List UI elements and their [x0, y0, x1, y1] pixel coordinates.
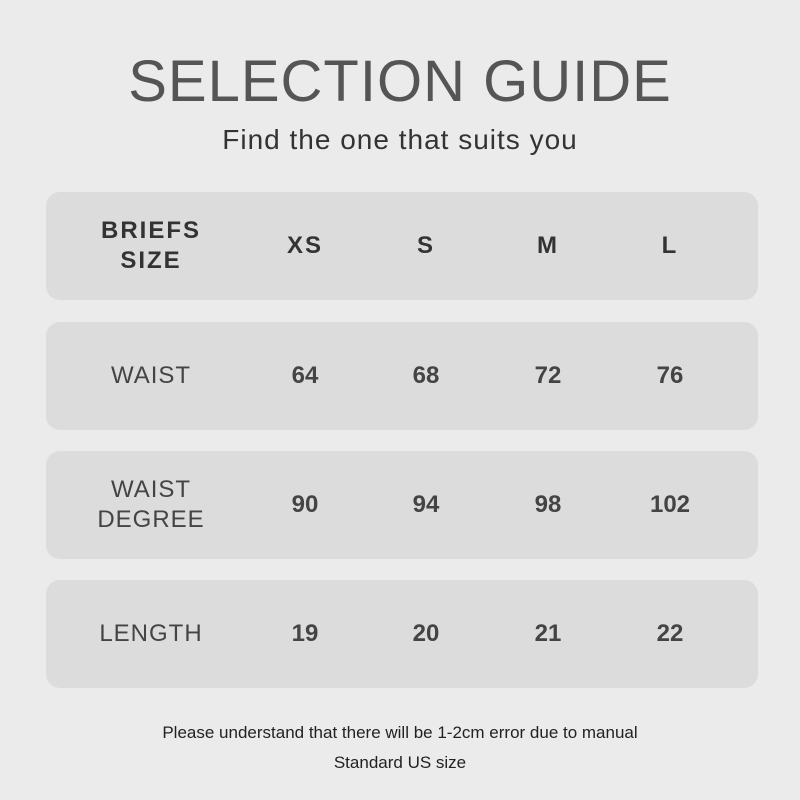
row-value: 20 — [412, 620, 440, 647]
error-note: Please understand that there will be 1-2… — [162, 723, 638, 742]
size-s: S — [416, 232, 435, 259]
row-value: 90 — [291, 491, 319, 518]
table-row-length: LENGTH 19 20 21 22 — [46, 580, 758, 688]
row-label: WAIST — [110, 362, 192, 389]
table-row-waist: WAIST 64 68 72 76 — [46, 322, 758, 430]
size-m: M — [537, 232, 559, 259]
row-value: 22 — [656, 620, 684, 647]
page-title: SELECTION GUIDE — [128, 49, 672, 114]
row-value: 68 — [412, 362, 440, 389]
row-label: LENGTH — [99, 620, 203, 647]
row-value: 94 — [412, 491, 440, 518]
row-value: 21 — [534, 620, 562, 647]
row-label: WAIST DEGREE — [97, 476, 205, 533]
size-standard-note: Standard US size — [333, 753, 467, 772]
page-subtitle: Find the one that suits you — [222, 124, 578, 155]
header-label: BRIEFS SIZE — [100, 217, 201, 274]
size-l: L — [661, 232, 679, 259]
row-value: 64 — [291, 362, 319, 389]
size-header-row: BRIEFS SIZE XS S M L — [46, 192, 758, 300]
table-row-waist-degree: WAIST DEGREE 90 94 98 102 — [46, 451, 758, 559]
row-value: 72 — [534, 362, 562, 389]
row-value: 19 — [291, 620, 319, 647]
row-value: 98 — [534, 491, 562, 518]
row-value: 76 — [656, 362, 684, 389]
row-value: 102 — [649, 491, 691, 518]
size-xs: XS — [286, 232, 323, 259]
